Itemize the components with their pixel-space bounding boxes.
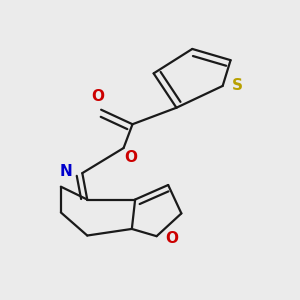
Text: O: O (124, 150, 138, 165)
Text: S: S (232, 78, 243, 93)
Text: O: O (91, 89, 104, 104)
Text: O: O (165, 231, 178, 246)
Text: N: N (60, 164, 72, 179)
